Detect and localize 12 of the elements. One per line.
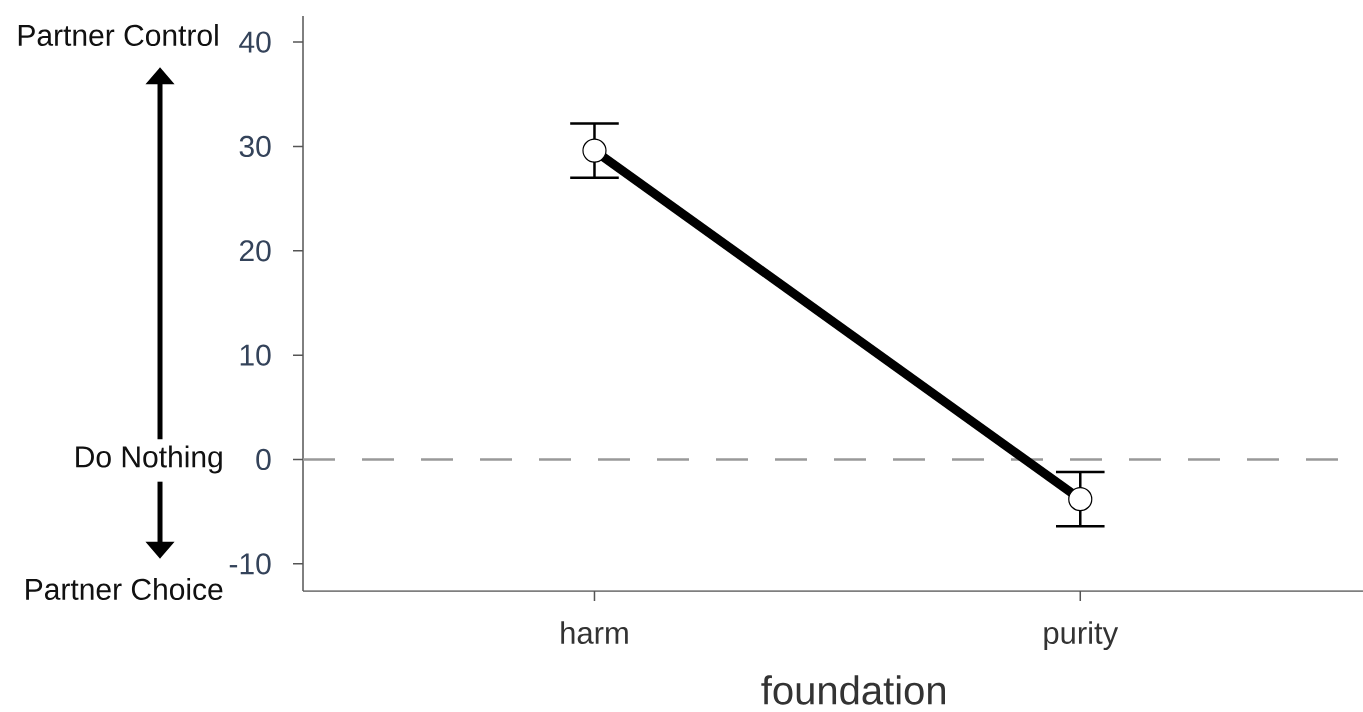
- ref-line-label: Do Nothing: [76, 445, 222, 474]
- x-tick-label: harm: [561, 621, 628, 644]
- y-tick-label: 0: [256, 448, 271, 471]
- y-tick-label: 40: [239, 31, 271, 53]
- y-tick-label: -10: [229, 553, 271, 575]
- text: Partner Control: [18, 23, 218, 47]
- x-tick-label: purity: [1044, 621, 1119, 651]
- text: Partner Choice: [26, 577, 223, 601]
- y-tick-label: 20: [239, 240, 271, 262]
- y-tick-label: 10: [240, 344, 271, 366]
- y-tick-label: 30: [239, 135, 271, 158]
- x-axis-title: foundation: [761, 675, 945, 705]
